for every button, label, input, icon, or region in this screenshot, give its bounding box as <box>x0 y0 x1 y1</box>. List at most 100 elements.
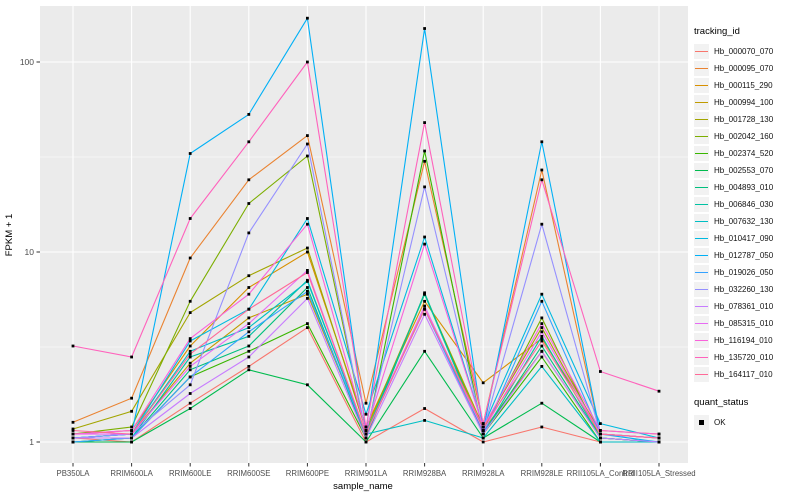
data-point-marker <box>306 142 309 146</box>
data-point-marker <box>130 429 133 432</box>
data-point-marker <box>247 334 251 338</box>
data-point-marker <box>188 256 192 260</box>
data-point-marker <box>540 292 544 296</box>
data-point-marker <box>423 307 426 311</box>
legend-item: Hb_000095_070 <box>694 60 800 77</box>
data-point-marker <box>599 429 602 432</box>
data-point-marker <box>247 344 251 348</box>
data-point-marker <box>540 339 544 343</box>
legend-key-line-icon <box>695 135 708 138</box>
legend-item: Hb_000070_070 <box>694 43 800 60</box>
data-point-marker <box>247 202 251 205</box>
data-point-marker <box>71 440 75 444</box>
legend-item: Hb_002042_160 <box>694 128 800 145</box>
legend-item: Hb_007632_130 <box>694 213 800 230</box>
legend-item-label: Hb_000095_070 <box>714 64 774 73</box>
data-point-marker <box>188 299 192 303</box>
data-point-marker <box>540 168 544 172</box>
data-point-marker <box>364 436 368 440</box>
legend-key-line-icon <box>695 339 708 342</box>
x-tick-label: RRIM600LA <box>110 469 153 478</box>
legend-item: Hb_000115_290 <box>694 77 800 94</box>
x-tick-label: RRIM928LE <box>521 469 563 478</box>
y-tick-label: 100 <box>20 57 34 67</box>
data-point-marker <box>247 322 251 325</box>
x-axis-title: sample_name <box>333 481 393 492</box>
data-point-marker <box>306 326 309 329</box>
x-tick-label: RRIM928BA <box>403 469 447 478</box>
data-point-marker <box>306 269 309 272</box>
data-point-marker <box>364 429 368 432</box>
legend-key <box>694 95 709 110</box>
data-point-marker <box>247 113 251 116</box>
legend-key-line-icon <box>695 101 708 104</box>
legend-item: Hb_002553_070 <box>694 162 800 179</box>
data-point-marker <box>423 149 426 153</box>
data-point-marker <box>247 330 251 334</box>
data-point-marker <box>481 440 485 444</box>
data-point-marker <box>481 422 485 425</box>
x-tick-label: RRIM600PE <box>286 469 329 478</box>
legend-key <box>694 197 709 212</box>
legend-item-label: Hb_085315_010 <box>714 319 774 328</box>
x-tick-label: RRIM901LA <box>345 469 388 478</box>
data-point-marker <box>247 355 251 359</box>
data-point-marker <box>657 436 661 440</box>
data-point-marker <box>540 322 544 325</box>
data-point-marker <box>481 429 485 432</box>
data-point-marker <box>247 286 251 289</box>
legend-key-line-icon <box>695 152 708 155</box>
data-point-marker <box>247 292 251 296</box>
data-point-marker <box>540 222 544 226</box>
legend: tracking_id Hb_000070_070 Hb_000095_070 Hb… <box>694 26 800 431</box>
data-point-marker <box>188 392 192 395</box>
data-point-marker <box>423 349 426 353</box>
legend-item-label: Hb_007632_130 <box>714 217 774 226</box>
legend-item-label: Hb_002374_520 <box>714 149 774 158</box>
data-point-marker <box>364 401 368 405</box>
legend-key-line-icon <box>695 373 708 376</box>
data-point-marker <box>71 436 75 440</box>
data-point-marker <box>247 368 251 372</box>
legend-key-line-icon <box>695 84 708 87</box>
legend-item: Hb_085315_010 <box>694 315 800 332</box>
legend-item-label: Hb_116194_010 <box>714 336 773 345</box>
data-point-marker <box>306 286 309 289</box>
legend-item: Hb_010417_090 <box>694 230 800 247</box>
legend-key-line-icon <box>695 203 708 206</box>
data-point-marker <box>423 27 426 30</box>
data-point-marker <box>364 412 368 416</box>
legend-key <box>694 299 709 314</box>
y-tick-label: 1 <box>29 437 34 447</box>
data-point-marker <box>306 16 309 20</box>
legend-item-label: Hb_006846_030 <box>714 200 774 209</box>
legend-item: Hb_004893_010 <box>694 179 800 196</box>
legend-key <box>694 112 709 127</box>
data-point-marker <box>130 355 133 359</box>
x-tick-label: RRII105LA_Control <box>567 469 635 478</box>
legend-key <box>694 146 709 161</box>
legend-key <box>694 350 709 365</box>
data-point-marker <box>71 427 75 431</box>
data-point-marker <box>130 436 133 440</box>
data-point-marker <box>71 344 75 348</box>
data-point-marker <box>481 436 485 440</box>
data-point-marker <box>657 440 661 444</box>
legend-item: Hb_012787_050 <box>694 247 800 264</box>
data-point-marker <box>71 429 75 432</box>
data-point-marker <box>540 334 544 338</box>
data-point-marker <box>188 339 192 343</box>
legend-key-line-icon <box>695 254 708 257</box>
data-point-marker <box>247 231 251 235</box>
data-point-marker <box>481 432 485 436</box>
data-point-marker <box>188 401 192 405</box>
legend-item: Hb_078361_010 <box>694 298 800 315</box>
data-point-marker <box>247 326 251 329</box>
data-point-marker <box>481 425 485 429</box>
legend-item-label: Hb_004893_010 <box>714 183 774 192</box>
data-point-marker <box>423 304 426 308</box>
data-point-marker <box>423 407 426 410</box>
data-point-marker <box>599 422 602 425</box>
data-point-marker <box>130 396 133 400</box>
data-point-marker <box>188 152 192 155</box>
